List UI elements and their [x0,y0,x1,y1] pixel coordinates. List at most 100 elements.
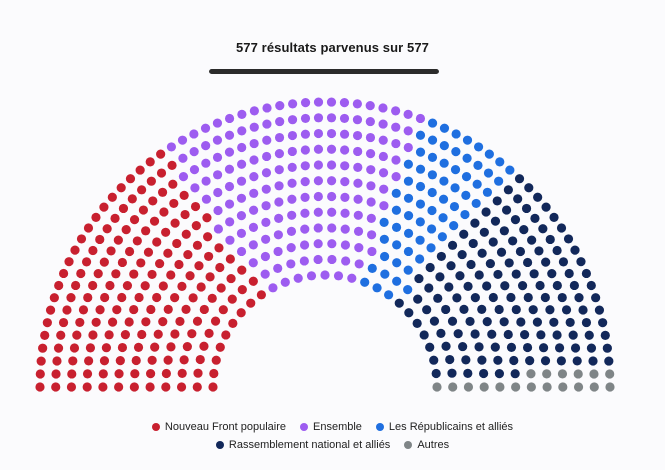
seat-dot [439,176,449,186]
seat-dot [246,298,256,308]
seat-dot [339,113,350,124]
seat-dot [524,183,534,193]
legend-label: Ensemble [313,421,362,433]
seat-dot [225,254,235,264]
seat-dot [69,343,80,353]
seat-dot [379,184,389,194]
seat-dot [75,317,85,328]
seat-dot [391,106,401,116]
seat-dot [313,97,324,107]
seat-dot [392,240,402,250]
seat-dot [573,382,584,392]
seat-dot [313,176,323,186]
seat-dot [347,273,357,283]
seat-dot [145,382,155,392]
seat-dot [306,271,317,281]
seat-dot [514,174,525,184]
seat-dot [367,263,377,273]
seat-dot [131,355,141,366]
seat-dot [441,341,451,351]
seat-dot [545,234,555,245]
seat-dot [68,356,78,366]
seat-dot [212,135,223,145]
seat-dot [204,251,214,262]
seat-dot [45,305,56,315]
seat-dot [287,210,297,220]
seat-dot [379,201,389,211]
seat-dot [107,317,118,327]
seat-dot [326,144,337,154]
seat-dot [379,234,389,244]
seat-dot [341,256,351,266]
seat-dot [556,356,566,366]
seat-dot [189,129,199,139]
seat-dot [379,217,389,227]
seat-dot [163,355,173,365]
seat-dot [542,369,552,379]
seat-dot [339,98,350,108]
seat-dot [391,138,401,149]
seat-dot [425,342,435,352]
seat-dot [58,268,69,279]
seat-dot [352,115,363,125]
seat-dot [536,330,546,340]
seat-dot [516,317,526,327]
seat-dot [353,226,364,236]
seat-dot [181,304,191,314]
seat-dot [95,305,105,315]
seat-dot [207,293,217,303]
seat-dot [115,356,125,366]
seat-dot [98,369,108,379]
seat-dot [178,172,189,182]
seat-dot [114,382,124,392]
seat-dot [367,246,377,257]
seat-dot [116,183,126,193]
seat-dot [261,168,272,178]
seat-dot [236,211,247,221]
seat-dot [236,308,246,318]
seat-dot [261,234,271,244]
seat-dot [574,293,584,303]
seat-dot [146,304,156,315]
seat-dot [161,368,171,379]
seat-dot [249,106,259,116]
seat-dot [274,181,284,191]
seat-dot [340,176,350,187]
seat-dot [340,145,350,155]
seat-dot [445,354,455,365]
seat-dot [494,176,504,186]
seat-dot [286,226,297,236]
seat-dot [482,317,492,327]
seat-dot [391,188,401,198]
seat-dot [70,245,80,255]
seat-dot [182,341,192,352]
seat-dot [427,224,437,234]
legend-item: Nouveau Front populaire [151,421,286,433]
seat-dot [353,146,363,157]
seat-dot [133,342,144,352]
seat-dot [236,193,247,203]
seat-dot [327,176,337,186]
seat-dot [300,145,310,155]
seat-dot [213,170,223,180]
seat-dot [287,130,298,141]
seat-dot [224,199,235,209]
seat-dot [118,203,129,214]
seat-dot [354,242,364,253]
seat-dot [506,292,516,303]
seat-dot [326,160,337,170]
seat-dot [35,369,45,379]
seat-dot [170,218,180,228]
legend-item: Autres [404,439,449,451]
seat-dot [91,317,101,327]
seat-dot [508,236,518,246]
seat-dot [218,305,228,315]
seat-dot [439,158,449,168]
seat-dot [391,205,402,215]
seat-dot [353,178,363,188]
seat-dot [155,258,165,269]
seat-dot [78,305,89,315]
seat-dot [558,382,568,392]
seat-dot [159,207,169,217]
seat-dot [568,330,578,340]
